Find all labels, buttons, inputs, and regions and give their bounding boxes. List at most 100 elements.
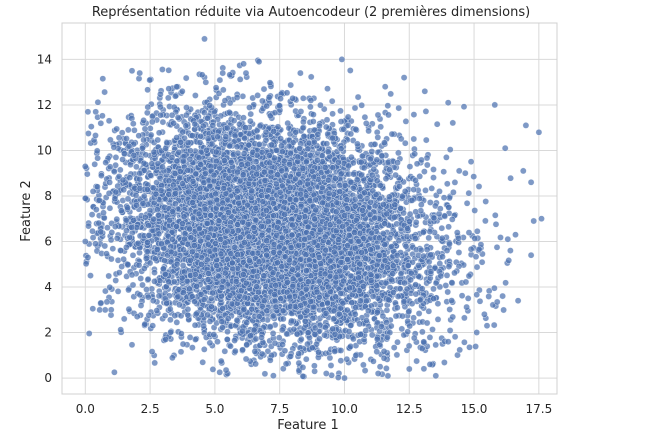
data-point (413, 357, 420, 365)
data-point (446, 306, 454, 313)
data-point (182, 74, 190, 82)
data-point (491, 284, 498, 292)
data-point (161, 312, 169, 319)
data-point (383, 365, 390, 372)
data-point (144, 86, 151, 94)
data-point (430, 166, 437, 173)
data-point (374, 111, 382, 119)
data-point (456, 346, 464, 354)
data-point (433, 120, 441, 128)
data-point (450, 188, 457, 196)
data-point (478, 258, 486, 266)
data-point (467, 158, 475, 166)
data-point (117, 247, 125, 254)
data-point (443, 180, 451, 188)
data-point (442, 282, 450, 289)
data-point (119, 156, 126, 163)
data-point (416, 173, 424, 180)
data-point (159, 66, 166, 73)
data-point (141, 125, 149, 133)
data-point (418, 156, 425, 164)
data-point (445, 223, 452, 231)
data-point (384, 102, 392, 110)
data-point (172, 92, 179, 100)
data-point (359, 152, 366, 160)
data-point (421, 168, 428, 175)
data-point (302, 355, 310, 363)
data-point (425, 234, 433, 242)
data-point (159, 118, 167, 126)
data-point (112, 188, 120, 196)
data-point (427, 251, 434, 259)
data-point (89, 227, 96, 235)
data-point (429, 326, 436, 333)
data-point (177, 330, 185, 337)
data-point (83, 170, 91, 178)
data-point (399, 312, 406, 320)
data-point (436, 188, 443, 195)
data-point (328, 97, 336, 105)
data-point (412, 176, 419, 184)
chart-title: Représentation réduite via Autoencodeur … (92, 5, 530, 20)
data-point (221, 347, 229, 355)
data-point (395, 149, 402, 157)
data-point (473, 227, 481, 235)
data-point (422, 187, 429, 194)
data-point (108, 255, 115, 263)
data-point (419, 328, 426, 336)
data-points (81, 35, 545, 382)
data-point (387, 90, 395, 98)
data-point (423, 161, 431, 169)
data-point (89, 305, 97, 313)
data-point (455, 249, 463, 256)
data-point (415, 310, 423, 317)
data-point (434, 300, 442, 308)
data-point (455, 167, 463, 175)
data-point (412, 218, 420, 226)
data-point (261, 370, 269, 378)
data-point (189, 344, 196, 351)
data-point (368, 148, 376, 155)
data-point (222, 366, 230, 374)
data-point (426, 199, 434, 206)
data-point (346, 67, 354, 74)
data-point (140, 117, 147, 124)
data-point (199, 358, 207, 366)
data-point (179, 340, 187, 348)
data-point (434, 316, 442, 323)
data-point (128, 341, 136, 349)
data-point (297, 335, 305, 343)
data-point (404, 328, 412, 336)
data-point (473, 291, 481, 299)
data-point (432, 372, 440, 380)
data-point (425, 307, 433, 315)
data-point (376, 363, 384, 371)
data-point (410, 111, 418, 118)
data-point (358, 101, 366, 109)
data-point (426, 334, 434, 341)
data-point (451, 179, 459, 186)
data-point (129, 251, 137, 259)
data-point (171, 312, 179, 319)
data-point (151, 359, 159, 367)
data-point (430, 285, 437, 293)
data-point (507, 174, 514, 182)
data-point (192, 92, 199, 99)
data-point (448, 297, 455, 304)
data-point (432, 341, 440, 349)
data-point (129, 281, 137, 289)
data-point (463, 303, 470, 311)
data-point (361, 113, 369, 121)
data-point (460, 103, 468, 111)
data-point (323, 116, 331, 124)
data-point (371, 140, 379, 148)
data-point (217, 357, 225, 365)
data-point (144, 103, 152, 111)
data-point (246, 104, 253, 111)
data-point (491, 211, 499, 219)
data-point (299, 94, 307, 102)
data-point (114, 256, 122, 264)
data-point (105, 272, 113, 280)
data-point (500, 306, 507, 314)
